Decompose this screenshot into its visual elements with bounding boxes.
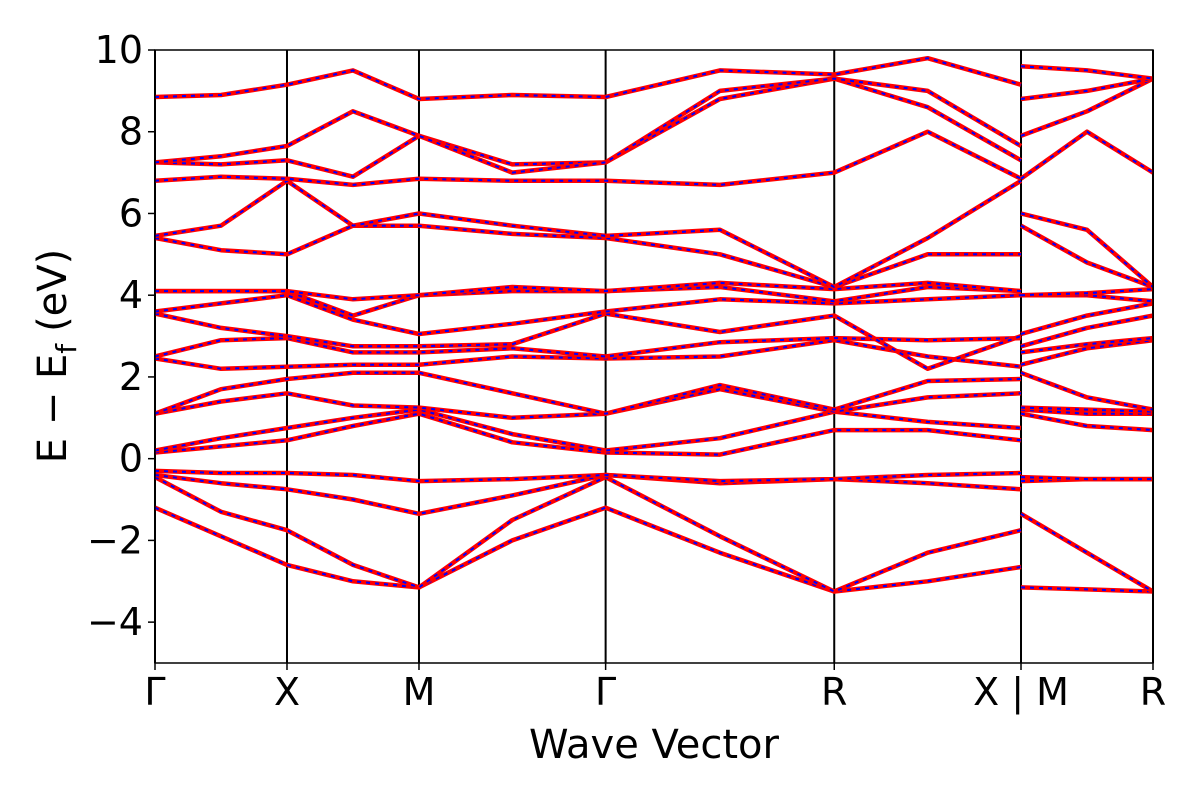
band-line [155,472,1153,517]
band-dash [155,388,1153,419]
y-tick-label: 6 [119,191,143,235]
band-dash [155,224,1153,288]
plot-frame [154,49,1154,664]
y-tick-label: −4 [87,600,143,644]
band-line [155,292,1153,337]
band-line [155,76,1153,179]
y-tick-label: −2 [87,518,143,562]
y-tick-label: 4 [119,273,143,317]
y-axis-label: E − Ef (eV) [30,249,83,464]
band-dash [155,281,1153,301]
band-line [155,411,1153,457]
band-dash [155,294,1153,335]
y-tick-label: 2 [119,355,143,399]
y-tick-label: 0 [119,437,143,481]
y-label-main: E − E [30,354,76,464]
band-line [155,178,1153,290]
band-line [155,370,1153,416]
band-line [155,55,1153,102]
band-line [155,76,1153,175]
x-tick-label: R [1140,670,1166,714]
x-tick-label: Γ [595,670,616,714]
band-line [155,129,1153,188]
band-dash [155,506,1153,593]
x-tick-label: X [274,670,300,714]
band-dash [155,412,1153,456]
x-tick-label: M [403,670,436,714]
x-tick-label: Γ [144,670,165,714]
y-tick-label: 10 [95,28,143,72]
band-dash [155,469,1153,483]
band-dash [155,312,1153,370]
band-dash [155,408,1153,452]
band-dash [155,337,1153,358]
ticks: −4 −2 0 2 4 6 8 10 Γ X M Γ R X | M R [87,28,1166,715]
x-axis-label: Wave Vector [529,722,780,768]
bands [155,55,1153,594]
band-dash [155,474,1153,515]
band-dash [155,77,1153,178]
x-tick-label: X | M [973,670,1069,715]
band-dash [155,179,1153,288]
band-dash [155,57,1153,100]
x-tick-label: R [821,670,847,714]
band-line [155,505,1153,594]
y-label-unit: (eV) [30,249,76,332]
band-dash [155,476,1153,593]
y-label-sub: f [50,343,83,354]
y-tick-label: 8 [119,110,143,154]
band-dash [155,130,1153,186]
band-dash [155,339,1153,370]
band-dash [155,77,1153,174]
